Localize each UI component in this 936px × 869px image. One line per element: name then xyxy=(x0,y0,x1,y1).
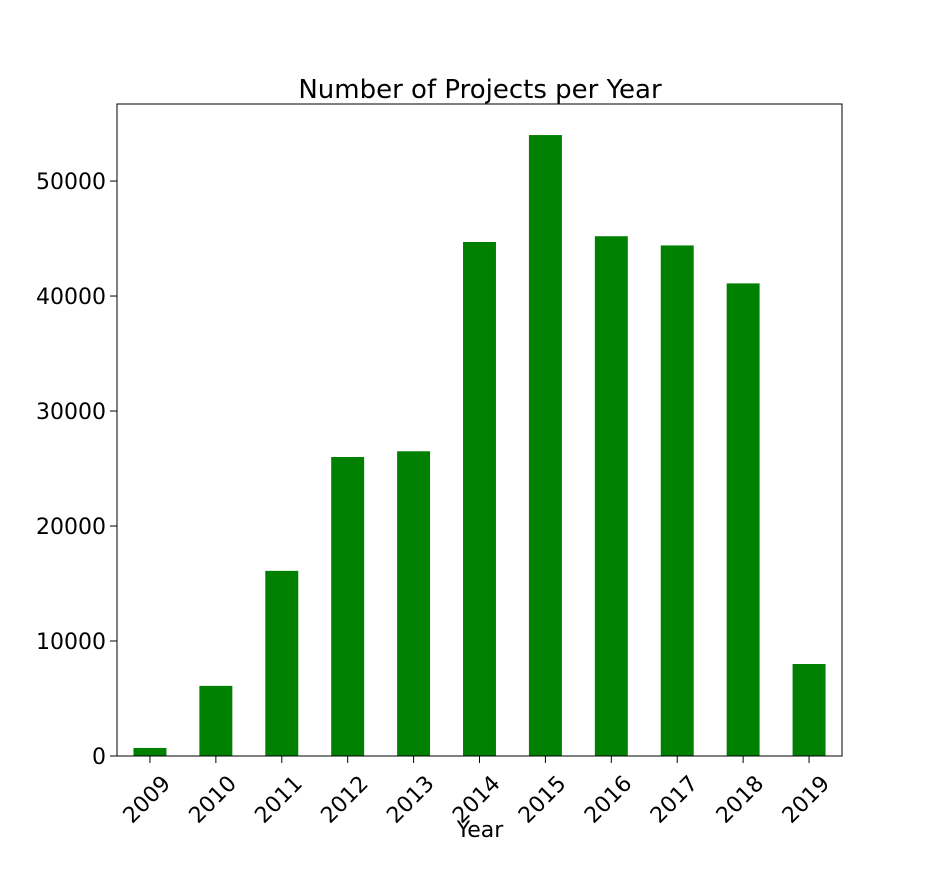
bar-2011 xyxy=(265,570,299,756)
x-tick-label: 2010 xyxy=(185,771,242,828)
bars-layer xyxy=(133,135,826,757)
bar-2010 xyxy=(199,685,233,756)
x-tick-label: 2015 xyxy=(514,771,571,828)
x-tick-label: 2013 xyxy=(382,771,439,828)
bar-2019 xyxy=(792,664,826,756)
x-tick-label: 2016 xyxy=(580,771,637,828)
y-tick-label: 0 xyxy=(92,745,106,770)
x-tick-label: 2017 xyxy=(646,771,703,828)
plot-frame xyxy=(116,103,843,757)
bar-2009 xyxy=(133,747,167,756)
bar-2014 xyxy=(463,241,496,757)
x-tick-label: 2019 xyxy=(778,771,835,828)
y-axis: 0 10000 20000 30000 40000 50000 xyxy=(36,170,117,770)
bar-2018 xyxy=(726,283,760,756)
y-tick-label: 20000 xyxy=(36,515,106,540)
bar-2012 xyxy=(331,457,365,756)
bar-2017 xyxy=(660,245,694,756)
x-tick-label: 2011 xyxy=(250,771,307,828)
bar-2015 xyxy=(528,135,562,757)
chart-title: Number of Projects per Year xyxy=(298,75,662,105)
x-tick-label: 2012 xyxy=(316,771,373,828)
y-tick-label: 50000 xyxy=(36,170,106,195)
y-tick-label: 40000 xyxy=(36,285,106,310)
bar-2016 xyxy=(594,236,628,757)
x-tick-label: 2018 xyxy=(712,771,769,828)
x-tick-label: 2009 xyxy=(119,771,176,828)
y-tick-label: 30000 xyxy=(36,400,106,425)
bar-2013 xyxy=(397,451,431,756)
y-tick-label: 10000 xyxy=(36,630,106,655)
x-axis-label: Year xyxy=(456,818,505,843)
